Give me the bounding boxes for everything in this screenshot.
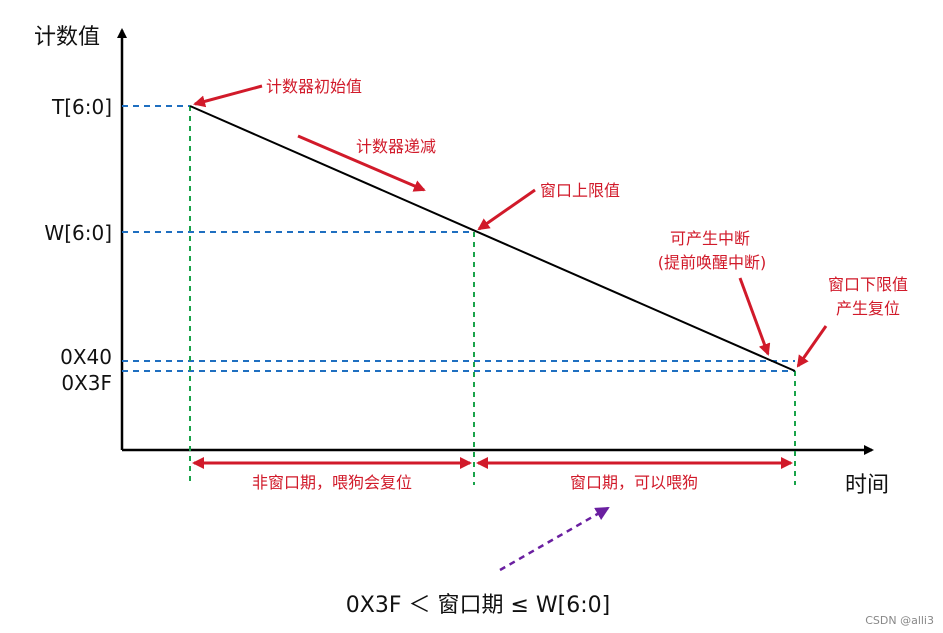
counter-line <box>189 105 796 372</box>
decrement-arrow <box>297 134 426 192</box>
watermark: CSDN @alli3 <box>865 614 934 627</box>
x-axis-title: 时间 <box>845 473 889 498</box>
formula-pointer-arrow <box>499 506 610 572</box>
level-label-t: T[6:0] <box>51 95 112 119</box>
lower-limit-label-1: 窗口下限值 <box>828 275 908 294</box>
y-axis-title: 计数值 <box>34 25 100 50</box>
initial-value-label: 计数器初始值 <box>266 77 362 96</box>
upper-limit-label: 窗口上限值 <box>540 181 620 200</box>
early-wakeup-label-1: 可产生中断 <box>670 229 750 248</box>
initial-value-arrow <box>193 84 263 108</box>
non-window-span-label: 非窗口期，喂狗会复位 <box>252 473 412 492</box>
window-span-label: 窗口期，可以喂狗 <box>570 473 698 492</box>
level-label-0x3f: 0X3F <box>61 371 112 395</box>
level-label-0x40: 0X40 <box>60 345 112 369</box>
lower-limit-arrow <box>796 325 828 368</box>
decrement-label: 计数器递减 <box>356 137 436 156</box>
early-wakeup-label-2: (提前唤醒中断) <box>658 253 767 272</box>
window-formula: 0X3F ＜ 窗口期 ≤ W[6:0] <box>346 593 610 618</box>
early-wakeup-arrow <box>738 277 771 356</box>
lower-limit-label-2: 产生复位 <box>836 299 900 318</box>
upper-limit-arrow <box>477 188 536 231</box>
level-label-w: W[6:0] <box>44 221 112 245</box>
